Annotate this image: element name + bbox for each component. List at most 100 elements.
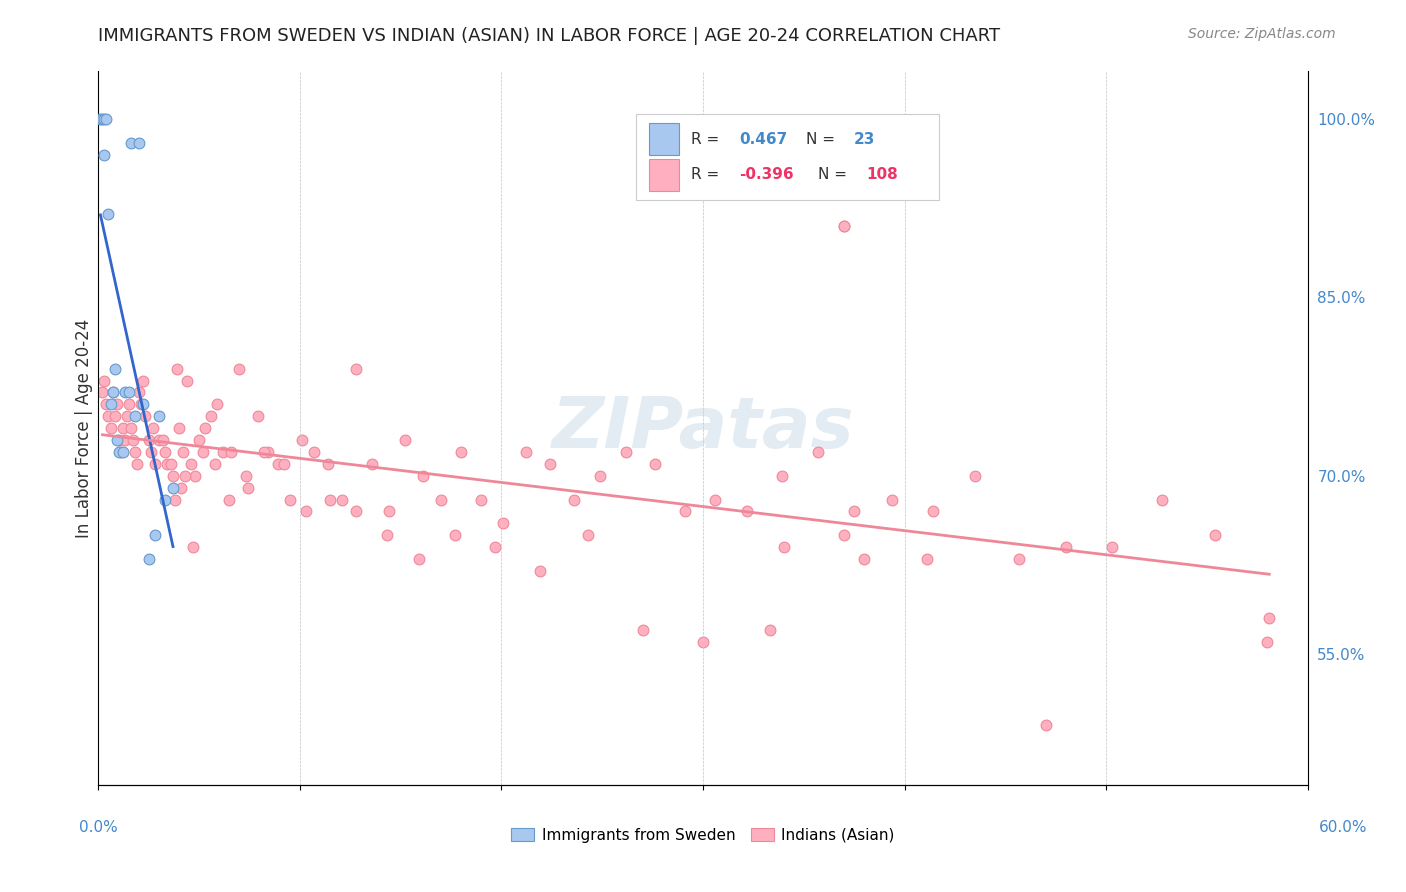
Indians (Asian) xyxy=(538,457,561,471)
Indians (Asian) xyxy=(118,397,141,411)
Indians (Asian) xyxy=(170,481,193,495)
Indians (Asian) xyxy=(181,540,204,554)
Indians (Asian) xyxy=(111,421,134,435)
Indians (Asian) xyxy=(291,433,314,447)
Indians (Asian) xyxy=(915,552,938,566)
Indians (Asian) xyxy=(188,433,211,447)
Indians (Asian) xyxy=(153,445,176,459)
Indians (Asian) xyxy=(97,409,120,424)
Indians (Asian) xyxy=(105,397,128,411)
Immigrants from Sweden xyxy=(162,481,184,495)
Text: IMMIGRANTS FROM SWEDEN VS INDIAN (ASIAN) IN LABOR FORCE | AGE 20-24 CORRELATION : IMMIGRANTS FROM SWEDEN VS INDIAN (ASIAN)… xyxy=(98,27,1001,45)
Text: R =: R = xyxy=(690,168,724,182)
Indians (Asian) xyxy=(246,409,269,424)
Immigrants from Sweden xyxy=(114,385,136,400)
Indians (Asian) xyxy=(576,528,599,542)
Text: 23: 23 xyxy=(855,132,876,146)
Immigrants from Sweden xyxy=(93,147,115,161)
Indians (Asian) xyxy=(450,445,472,459)
Indians (Asian) xyxy=(772,540,794,554)
Indians (Asian) xyxy=(295,504,318,518)
Indians (Asian) xyxy=(1035,718,1057,732)
Text: 0.0%: 0.0% xyxy=(79,821,118,835)
Indians (Asian) xyxy=(692,635,714,649)
Indians (Asian) xyxy=(529,564,551,578)
Text: R =: R = xyxy=(690,132,724,146)
Indians (Asian) xyxy=(1258,611,1281,625)
Indians (Asian) xyxy=(156,457,179,471)
Indians (Asian) xyxy=(124,445,146,459)
Indians (Asian) xyxy=(93,374,115,388)
Indians (Asian) xyxy=(278,492,301,507)
Indians (Asian) xyxy=(132,374,155,388)
Immigrants from Sweden xyxy=(103,361,125,376)
Immigrants from Sweden xyxy=(132,397,155,411)
Indians (Asian) xyxy=(319,492,342,507)
Indians (Asian) xyxy=(107,433,129,447)
Immigrants from Sweden xyxy=(111,445,134,459)
Indians (Asian) xyxy=(103,409,125,424)
Indians (Asian) xyxy=(253,445,276,459)
Indians (Asian) xyxy=(394,433,416,447)
Indians (Asian) xyxy=(832,219,855,233)
Bar xyxy=(648,159,679,191)
Indians (Asian) xyxy=(114,433,136,447)
Text: 60.0%: 60.0% xyxy=(1319,821,1367,835)
Indians (Asian) xyxy=(176,374,198,388)
Indians (Asian) xyxy=(91,385,114,400)
Indians (Asian) xyxy=(212,445,235,459)
Indians (Asian) xyxy=(193,445,215,459)
Text: N =: N = xyxy=(818,168,852,182)
Indians (Asian) xyxy=(377,504,399,518)
Indians (Asian) xyxy=(218,492,240,507)
Immigrants from Sweden xyxy=(148,409,170,424)
Indians (Asian) xyxy=(1204,528,1226,542)
Immigrants from Sweden xyxy=(91,112,114,126)
Indians (Asian) xyxy=(194,421,217,435)
Immigrants from Sweden xyxy=(143,528,166,542)
Indians (Asian) xyxy=(302,445,325,459)
Indians (Asian) xyxy=(172,445,194,459)
FancyBboxPatch shape xyxy=(637,114,939,200)
Indians (Asian) xyxy=(616,445,638,459)
Immigrants from Sweden xyxy=(89,112,111,126)
Indians (Asian) xyxy=(162,468,184,483)
Indians (Asian) xyxy=(174,468,197,483)
Immigrants from Sweden xyxy=(107,445,129,459)
Indians (Asian) xyxy=(344,361,367,376)
Indians (Asian) xyxy=(235,468,257,483)
Indians (Asian) xyxy=(737,504,759,518)
Indians (Asian) xyxy=(807,445,830,459)
Immigrants from Sweden xyxy=(153,492,176,507)
Indians (Asian) xyxy=(412,468,434,483)
Indians (Asian) xyxy=(631,624,654,638)
Indians (Asian) xyxy=(228,361,250,376)
Indians (Asian) xyxy=(100,421,122,435)
Indians (Asian) xyxy=(316,457,339,471)
Text: N =: N = xyxy=(806,132,839,146)
Indians (Asian) xyxy=(408,552,430,566)
Indians (Asian) xyxy=(167,421,190,435)
Indians (Asian) xyxy=(101,385,124,400)
Indians (Asian) xyxy=(444,528,467,542)
Indians (Asian) xyxy=(163,492,186,507)
Indians (Asian) xyxy=(430,492,453,507)
Text: Source: ZipAtlas.com: Source: ZipAtlas.com xyxy=(1188,27,1336,41)
Indians (Asian) xyxy=(704,492,727,507)
Bar xyxy=(648,123,679,155)
Indians (Asian) xyxy=(256,445,278,459)
Immigrants from Sweden xyxy=(96,112,118,126)
Indians (Asian) xyxy=(921,504,943,518)
Indians (Asian) xyxy=(160,457,183,471)
Indians (Asian) xyxy=(96,397,118,411)
Indians (Asian) xyxy=(562,492,585,507)
Indians (Asian) xyxy=(844,504,866,518)
Indians (Asian) xyxy=(882,492,904,507)
Legend: Immigrants from Sweden, Indians (Asian): Immigrants from Sweden, Indians (Asian) xyxy=(505,822,901,848)
Indians (Asian) xyxy=(128,385,150,400)
Indians (Asian) xyxy=(134,409,156,424)
Indians (Asian) xyxy=(758,624,780,638)
Immigrants from Sweden xyxy=(118,385,141,400)
Text: 108: 108 xyxy=(866,168,898,182)
Indians (Asian) xyxy=(115,409,138,424)
